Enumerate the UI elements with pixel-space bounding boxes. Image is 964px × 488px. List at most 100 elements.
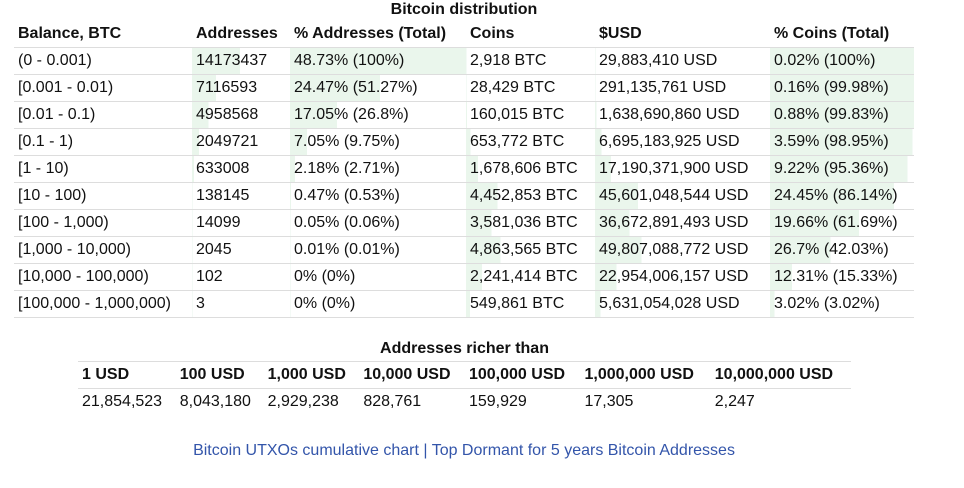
usd-cell: 22,954,006,157 USD [595,263,770,291]
usd-cell: 49,807,088,772 USD [595,236,770,264]
richer-col: 100,000 USD [464,361,581,389]
coins-cell: 653,772 BTC [466,128,595,156]
pct-coins-cell: 0.02% (100%) [770,47,914,75]
usd-cell: 17,190,371,900 USD [595,155,770,183]
usd-cell: 36,672,891,493 USD [595,209,770,237]
table-row: [10,000 - 100,000) 102 0% (0%) 2,241,414 BT… [14,263,914,291]
pct-coins-cell: 0.16% (99.98%) [770,74,914,102]
addresses-cell: 14173437 [192,47,290,75]
table-row: [1 - 10) 633008 2.18% (2.71%) 1,678,606 BTC… [14,155,914,183]
usd-cell: 5,631,054,028 USD [595,290,770,318]
pct-addresses-cell: 0% (0%) [290,290,466,318]
coins-cell: 4,452,853 BTC [466,182,595,210]
pct-addresses-cell: 17.05% (26.8%) [290,101,466,129]
richer-col: 10,000 USD [359,361,465,389]
addresses-cell: 138145 [192,182,290,210]
usd-cell: 6,695,183,925 USD [595,128,770,156]
pct-coins-cell: 0.88% (99.83%) [770,101,914,129]
col-coins[interactable]: Coins [466,21,595,48]
table-row: (0 - 0.001) 14173437 48.73% (100%) 2,918 BT… [14,47,914,75]
pct-addresses-cell: 48.73% (100%) [290,47,466,75]
richer-header-row: 1 USD 100 USD 1,000 USD 10,000 USD 100,0… [78,361,851,389]
pct-addresses-cell: 0.01% (0.01%) [290,236,466,264]
richer-value: 8,043,180 [179,393,251,410]
table-row: [0.001 - 0.01) 7116593 24.47% (51.27%) 28,4… [14,74,914,102]
balance-cell: [100,000 - 1,000,000) [14,290,192,318]
utxo-chart-link[interactable]: Bitcoin UTXOs cumulative chart [193,442,419,459]
pct-addresses-cell: 0.47% (0.53%) [290,182,466,210]
balance-cell: [100 - 1,000) [14,209,192,237]
table-row: [1,000 - 10,000) 2045 0.01% (0.01%) 4,863,5… [14,236,914,264]
link-separator: | [423,442,428,459]
richer-value: 2,247 [714,393,755,410]
richer-col: 10,000,000 USD [710,361,851,389]
col-balance[interactable]: Balance, BTC [14,21,192,48]
col-addresses[interactable]: Addresses [192,21,290,48]
pct-coins-cell: 26.7% (42.03%) [770,236,914,264]
coins-cell: 3,581,036 BTC [466,209,595,237]
pct-coins-cell: 3.02% (3.02%) [770,290,914,318]
coins-cell: 4,863,565 BTC [466,236,595,264]
usd-cell: 29,883,410 USD [595,47,770,75]
richer-value: 21,854,523 [82,393,163,410]
richer-table: 1 USD 100 USD 1,000 USD 10,000 USD 100,0… [78,361,851,415]
balance-cell: [10,000 - 100,000) [14,263,192,291]
balance-cell: [1 - 10) [14,155,192,183]
pct-coins-cell: 19.66% (61.69%) [770,209,914,237]
addresses-cell: 2049721 [192,128,290,156]
pct-addresses-cell: 2.18% (2.71%) [290,155,466,183]
richer-value: 17,305 [584,393,634,410]
pct-coins-cell: 3.59% (98.95%) [770,128,914,156]
addresses-cell: 14099 [192,209,290,237]
richer-col: 1,000,000 USD [580,361,711,389]
pct-coins-cell: 9.22% (95.36%) [770,155,914,183]
pct-coins-cell: 12.31% (15.33%) [770,263,914,291]
coins-cell: 28,429 BTC [466,74,595,102]
pct-addresses-cell: 0.05% (0.06%) [290,209,466,237]
coins-cell: 2,918 BTC [466,47,595,75]
footer-links: Bitcoin UTXOs cumulative chart | Top Dor… [0,442,928,460]
pct-addresses-cell: 7.05% (9.75%) [290,128,466,156]
coins-cell: 160,015 BTC [466,101,595,129]
balance-cell: [0.1 - 1) [14,128,192,156]
table-row: [0.1 - 1) 2049721 7.05% (9.75%) 653,772 BTC… [14,128,914,156]
page-title: Bitcoin distribution [390,1,538,18]
table-row: [100,000 - 1,000,000) 3 0% (0%) 549,861 BTC… [14,290,914,318]
richer-title: Addresses richer than [380,340,549,357]
richer-value: 2,929,238 [267,393,339,410]
richer-value: 828,761 [363,393,422,410]
richer-col: 1 USD [78,361,176,389]
balance-cell: [0.001 - 0.01) [14,74,192,102]
col-usd[interactable]: $USD [595,21,770,48]
addresses-cell: 4958568 [192,101,290,129]
balance-cell: [10 - 100) [14,182,192,210]
usd-cell: 45,601,048,544 USD [595,182,770,210]
addresses-cell: 2045 [192,236,290,264]
richer-col: 100 USD [175,361,264,389]
pct-addresses-cell: 0% (0%) [290,263,466,291]
pct-addresses-cell: 24.47% (51.27%) [290,74,466,102]
richer-col: 1,000 USD [263,361,360,389]
richer-value-row: 21,854,523 8,043,180 2,929,238 828,761 1… [78,389,851,416]
table-row: [10 - 100) 138145 0.47% (0.53%) 4,452,853 B… [14,182,914,210]
richer-value: 159,929 [468,393,527,410]
dormant-addresses-link[interactable]: Top Dormant for 5 years Bitcoin Addresse… [431,442,735,459]
usd-cell: 291,135,761 USD [595,74,770,102]
coins-cell: 549,861 BTC [466,290,595,318]
addresses-cell: 633008 [192,155,290,183]
addresses-cell: 3 [192,290,290,318]
addresses-cell: 102 [192,263,290,291]
addresses-cell: 7116593 [192,74,290,102]
table-row: [0.01 - 0.1) 4958568 17.05% (26.8%) 160,015… [14,101,914,129]
coins-cell: 1,678,606 BTC [466,155,595,183]
table-row: [100 - 1,000) 14099 0.05% (0.06%) 3,581,036… [14,209,914,237]
col-pct-addresses[interactable]: % Addresses (Total) [290,21,466,48]
header-row: Balance, BTC Addresses % Addresses (Tota… [14,21,914,48]
coins-cell: 2,241,414 BTC [466,263,595,291]
usd-cell: 1,638,690,860 USD [595,101,770,129]
distribution-table: Balance, BTC Addresses % Addresses (Tota… [14,21,914,318]
pct-coins-cell: 24.45% (86.14%) [770,182,914,210]
balance-cell: [0.01 - 0.1) [14,101,192,129]
balance-cell: [1,000 - 10,000) [14,236,192,264]
col-pct-coins[interactable]: % Coins (Total) [770,21,914,48]
